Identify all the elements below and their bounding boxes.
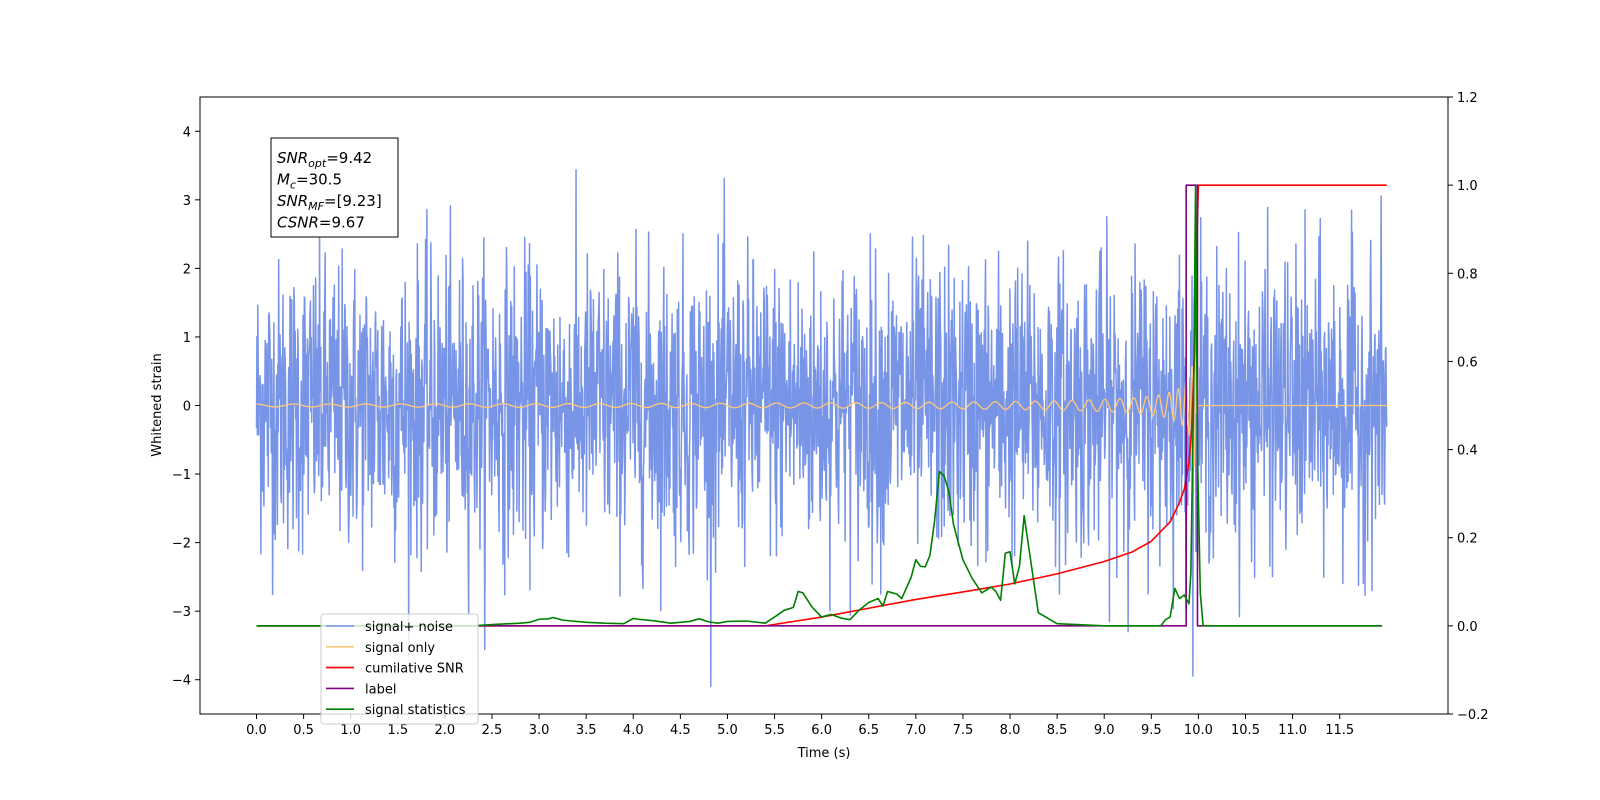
- y-axis-left: −4 −3 −2 −1 0 1 2 3 4: [172, 125, 200, 689]
- x-tick-label: 5.0: [717, 723, 738, 738]
- legend-label: signal only: [365, 641, 435, 656]
- y-axis-right: −0.2 0.0 0.2 0.4 0.6 0.8 1.0 1.2: [1448, 91, 1489, 723]
- legend-label: label: [365, 682, 396, 697]
- annotation-line: Mc=30.5: [277, 171, 342, 192]
- y-left-tick-label: −2: [172, 537, 191, 552]
- series-signal-statistics: [256, 184, 1383, 627]
- x-tick-label: 9.0: [1094, 723, 1115, 738]
- legend-label: cumilative SNR: [365, 662, 464, 677]
- y-right-tick-label: 0.6: [1457, 355, 1478, 370]
- x-tick-label: 8.0: [1000, 723, 1021, 738]
- y-left-tick-label: 0: [183, 400, 191, 415]
- y-right-tick-label: 0.8: [1457, 267, 1478, 282]
- series-layer: [255, 169, 1388, 688]
- annotation-line: SNRMF=[9.23]: [277, 192, 382, 213]
- x-tick-label: 0.5: [293, 723, 314, 738]
- legend: signal+ noise signal only cumilative SNR la…: [320, 613, 479, 725]
- x-tick-label: 11.0: [1278, 723, 1307, 738]
- x-tick-label: 9.5: [1141, 723, 1162, 738]
- x-tick-label: 7.5: [953, 723, 974, 738]
- legend-box: [320, 613, 479, 725]
- x-axis-label: Time (s): [797, 746, 851, 761]
- x-tick-label: 4.5: [670, 723, 691, 738]
- x-tick-label: 4.0: [623, 723, 644, 738]
- x-tick-label: 10.0: [1184, 723, 1213, 738]
- annotation-line: SNRopt=9.42: [277, 149, 372, 170]
- y-left-tick-label: 2: [183, 262, 191, 277]
- series-signal-noise: [255, 169, 1388, 688]
- y-right-tick-label: −0.2: [1457, 708, 1489, 723]
- x-axis: 0.0 0.5 1.0 1.5 2.0 2.5 3.0 3.5 4.0 4.5 5.0 5.5 6.0 6…: [246, 714, 1354, 738]
- annotation-box: [270, 137, 399, 238]
- x-tick-label: 5.5: [764, 723, 785, 738]
- legend-label: signal+ noise: [365, 620, 453, 635]
- y-right-tick-label: 0.0: [1457, 620, 1478, 635]
- y-left-tick-label: 4: [183, 125, 191, 140]
- y-left-tick-label: −1: [172, 468, 191, 483]
- x-tick-label: 1.0: [340, 723, 361, 738]
- x-tick-label: 11.5: [1325, 723, 1354, 738]
- y-left-tick-label: 1: [183, 331, 191, 346]
- y-axis-label: Whitened strain: [150, 353, 165, 456]
- x-tick-label: 2.0: [435, 723, 456, 738]
- y-right-tick-label: 1.0: [1457, 179, 1478, 194]
- y-right-tick-label: 0.2: [1457, 532, 1478, 547]
- y-right-tick-label: 1.2: [1457, 91, 1478, 106]
- x-tick-label: 8.5: [1047, 723, 1068, 738]
- y-left-tick-label: −4: [172, 674, 191, 689]
- x-tick-label: 7.0: [905, 723, 926, 738]
- y-left-tick-label: −3: [172, 605, 191, 620]
- x-tick-label: 1.5: [387, 723, 408, 738]
- y-right-tick-label: 0.4: [1457, 444, 1478, 459]
- x-tick-label: 3.0: [529, 723, 550, 738]
- x-tick-label: 6.0: [811, 723, 832, 738]
- x-tick-label: 3.5: [576, 723, 597, 738]
- legend-label: signal statistics: [365, 703, 466, 718]
- annotation-line: CSNR=9.67: [277, 214, 365, 232]
- y-left-tick-label: 3: [183, 194, 191, 209]
- x-tick-label: 6.5: [858, 723, 879, 738]
- x-tick-label: 0.0: [246, 723, 267, 738]
- series-signal-only: [256, 336, 1387, 467]
- x-tick-label: 2.5: [482, 723, 503, 738]
- x-tick-label: 10.5: [1231, 723, 1260, 738]
